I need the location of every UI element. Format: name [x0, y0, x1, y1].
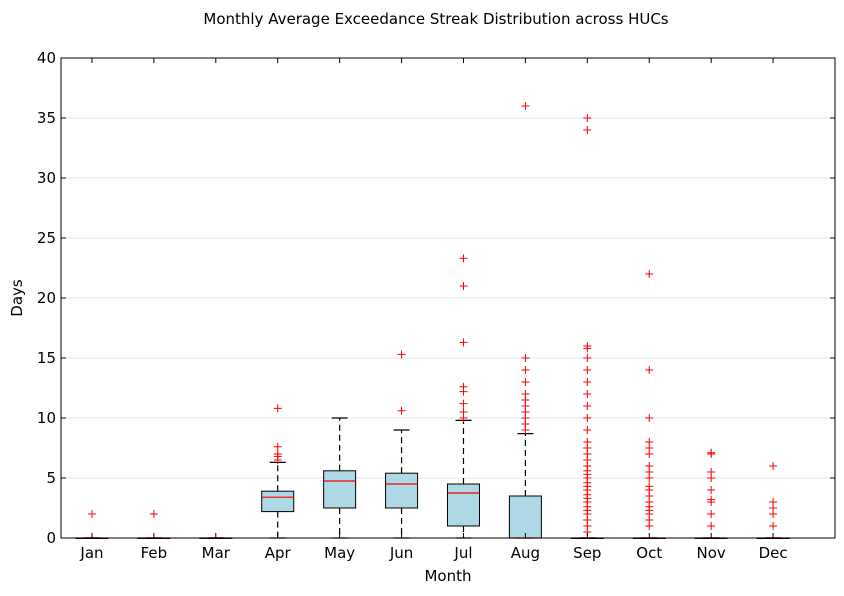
outlier-point [521, 378, 530, 386]
x-axis-title: Month [424, 567, 471, 585]
outlier-point [707, 486, 716, 494]
outlier-point [645, 462, 654, 470]
y-tick-label: 20 [37, 289, 56, 307]
outlier-point [707, 522, 716, 530]
outlier-point [645, 414, 654, 422]
outlier-point [707, 448, 716, 457]
outlier-point [583, 390, 592, 398]
outlier-point [583, 426, 592, 434]
box-body [323, 470, 357, 509]
box-body [261, 490, 295, 513]
y-axis-title: Days [8, 279, 26, 317]
box-apr [261, 461, 295, 539]
box-aug [508, 433, 542, 539]
outlier-point [707, 510, 716, 518]
outlier-point [397, 406, 406, 415]
outlier-point [273, 450, 282, 458]
x-axis: Jan Feb Mar Apr May Jun Jul Aug Sep Oct Nov Dec [79, 58, 788, 562]
outlier-point [583, 366, 592, 374]
box-body [385, 472, 419, 509]
outlier-point [273, 404, 282, 413]
y-tick-label: 25 [37, 229, 56, 247]
x-tick-label: Feb [141, 544, 168, 562]
outlier-point [707, 495, 716, 504]
box-may [323, 417, 357, 539]
y-axis: 0 5 10 15 20 25 30 35 40 [37, 49, 835, 547]
outlier-point [583, 342, 592, 350]
outlier-point [87, 510, 96, 518]
outlier-point [397, 350, 406, 359]
outlier-point [459, 408, 468, 416]
outlier-point [521, 390, 530, 398]
x-tick-label: May [324, 544, 355, 562]
y-tick-label: 10 [37, 409, 56, 427]
outlier-point [459, 382, 468, 391]
outlier-point [645, 438, 654, 446]
outlier-point [521, 102, 530, 110]
outlier-point [645, 482, 654, 491]
box-body [508, 495, 542, 539]
box-jun [385, 429, 419, 539]
outlier-point [583, 114, 592, 122]
outlier-point [769, 462, 778, 470]
outlier-point [583, 378, 592, 386]
x-tick-label: Oct [636, 544, 662, 562]
x-tick-label: Jul [453, 544, 472, 562]
outlier-point [645, 366, 654, 374]
x-tick-label: Sep [573, 544, 601, 562]
x-tick-label: Jun [389, 544, 413, 562]
outlier-point [273, 442, 282, 451]
y-tick-label: 30 [37, 169, 56, 187]
x-tick-label: Aug [511, 544, 540, 562]
outlier-point [583, 438, 592, 446]
outlier-point [645, 270, 654, 278]
x-tick-label: Apr [265, 544, 292, 562]
outlier-point [149, 510, 158, 518]
outlier-point [459, 399, 468, 408]
box-jul [446, 419, 480, 539]
y-tick-label: 15 [37, 349, 56, 367]
outlier-point [583, 354, 592, 362]
y-tick-label: 5 [46, 469, 56, 487]
chart-title: Monthly Average Exceedance Streak Distri… [203, 10, 668, 28]
grid-lines [61, 117, 835, 479]
y-tick-label: 40 [37, 49, 56, 67]
outlier-point [707, 468, 716, 476]
x-tick-label: Jan [79, 544, 103, 562]
outlier-point [769, 522, 778, 530]
outlier-point [521, 354, 530, 362]
outlier-point [769, 498, 778, 506]
x-tick-label: Mar [202, 544, 231, 562]
outlier-point [583, 402, 592, 410]
outlier-point [459, 254, 468, 263]
outlier-point [583, 414, 592, 422]
outlier-point [459, 282, 468, 290]
box-body [446, 483, 480, 527]
x-tick-label: Nov [697, 544, 726, 562]
outlier-point [521, 366, 530, 374]
outliers-layer [87, 102, 778, 536]
y-tick-label: 0 [46, 529, 56, 547]
y-tick-label: 35 [37, 109, 56, 127]
outlier-point [583, 126, 592, 134]
outlier-point [459, 338, 468, 347]
x-tick-label: Dec [759, 544, 788, 562]
